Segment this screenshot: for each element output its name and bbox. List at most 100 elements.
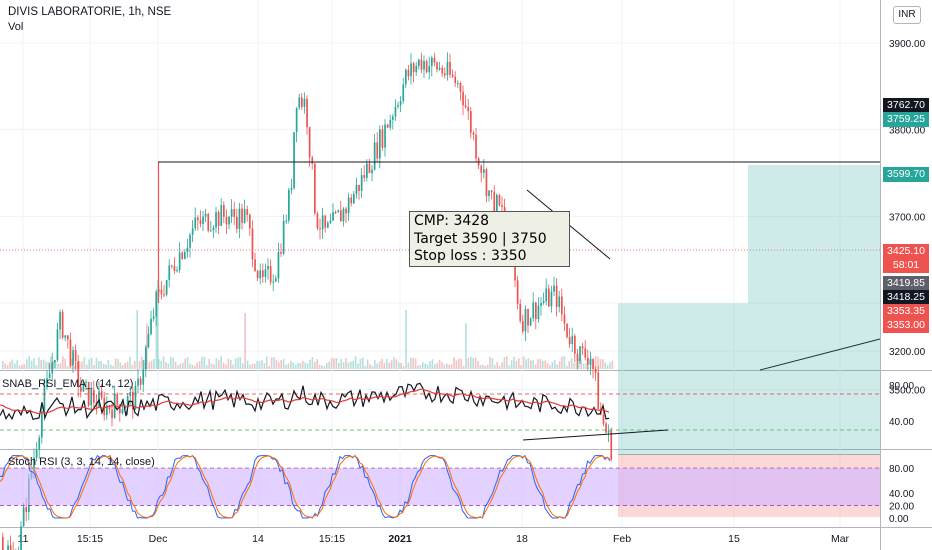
volume-bar bbox=[237, 357, 239, 369]
volume-bar bbox=[316, 359, 318, 369]
stoch-tick-label: 40.00 bbox=[889, 489, 914, 500]
time-tick-label: Dec bbox=[149, 533, 168, 545]
candle-body bbox=[407, 69, 410, 77]
rsi-trendline bbox=[522, 429, 669, 441]
volume-bar bbox=[510, 360, 513, 369]
volume-bar bbox=[263, 362, 266, 369]
candle-body bbox=[397, 105, 399, 107]
volume-bar bbox=[196, 362, 198, 369]
volume-bar bbox=[486, 364, 489, 369]
volume-bar bbox=[124, 362, 126, 369]
time-tick-label: 14 bbox=[252, 533, 264, 545]
candle-body bbox=[74, 350, 77, 362]
candle-body bbox=[264, 269, 267, 277]
candle-body bbox=[303, 98, 306, 107]
candle-body bbox=[119, 404, 121, 414]
volume-bar bbox=[405, 309, 407, 369]
candle-body bbox=[43, 387, 46, 412]
volume-bar bbox=[362, 357, 364, 369]
volume-bar bbox=[35, 365, 38, 369]
rsi-ema-indicator-label[interactable]: SNAB_RSI_EMA_ (14, 12) bbox=[2, 378, 134, 390]
volume-bar bbox=[609, 362, 611, 369]
volume-bar bbox=[297, 362, 299, 369]
candle-body bbox=[228, 216, 230, 225]
candle-body bbox=[238, 208, 241, 229]
volume-bar bbox=[304, 362, 306, 369]
volume-bar bbox=[359, 358, 362, 369]
volume-bar bbox=[311, 357, 314, 369]
volume-bar bbox=[345, 358, 347, 369]
volume-bar bbox=[50, 356, 52, 369]
volume-bar bbox=[131, 364, 134, 369]
candle-body bbox=[129, 391, 132, 397]
time-tick-label: Mar bbox=[831, 533, 850, 545]
volume-bar bbox=[294, 364, 297, 369]
candle-body bbox=[100, 391, 103, 398]
volume-bar bbox=[45, 361, 47, 369]
candle-body bbox=[610, 430, 613, 460]
currency-button[interactable]: INR bbox=[893, 6, 921, 24]
volume-bar bbox=[153, 358, 155, 369]
candle-body bbox=[46, 378, 48, 388]
volume-bar bbox=[278, 362, 280, 369]
candle-body bbox=[571, 335, 574, 345]
volume-bar bbox=[474, 357, 477, 369]
target-text: Target 3590 | 3750 bbox=[414, 230, 547, 247]
volume-bar bbox=[347, 362, 350, 369]
volume-bar bbox=[6, 365, 9, 369]
volume-bar bbox=[453, 357, 455, 369]
time-tick-label: 15:15 bbox=[77, 533, 103, 545]
candle-body bbox=[152, 316, 155, 319]
volume-bar bbox=[90, 357, 93, 369]
volume-bar bbox=[227, 358, 230, 369]
volume-bar bbox=[167, 363, 170, 369]
candle-body bbox=[587, 357, 589, 365]
candle-body bbox=[584, 348, 587, 358]
volume-bar bbox=[234, 358, 237, 369]
candle-body bbox=[602, 414, 605, 424]
candle-body bbox=[54, 360, 56, 363]
price-tick-label: 3700.00 bbox=[889, 212, 926, 223]
trade-note-annotation[interactable]: CMP: 3428 Target 3590 | 3750 Stop loss :… bbox=[409, 211, 570, 267]
candle-body bbox=[20, 526, 22, 550]
volume-bar bbox=[172, 357, 174, 369]
volume-bar bbox=[54, 361, 57, 369]
candle-body bbox=[446, 61, 449, 76]
volume-bar bbox=[42, 359, 45, 369]
stoch-rsi-indicator-label[interactable]: Stoch RSI (3, 3, 14, 14, close) bbox=[8, 456, 155, 468]
volume-bar bbox=[256, 361, 258, 369]
time-tick-label: 15:15 bbox=[319, 533, 345, 545]
volume-bar bbox=[417, 365, 419, 369]
volume-bar bbox=[11, 359, 14, 369]
volume-bar bbox=[494, 364, 496, 369]
candle-body bbox=[519, 303, 522, 322]
volume-bar bbox=[258, 361, 261, 369]
volume-bar bbox=[410, 357, 412, 369]
rsi-line bbox=[0, 382, 610, 421]
candle-body bbox=[56, 329, 59, 361]
volume-bar bbox=[208, 358, 210, 369]
candle-body bbox=[288, 189, 290, 221]
volume-bar bbox=[534, 364, 537, 369]
candle-body bbox=[324, 215, 327, 228]
volume-bar bbox=[611, 360, 614, 369]
volume-bar bbox=[165, 362, 167, 369]
volume-bar bbox=[326, 362, 328, 369]
volume-bar bbox=[213, 364, 215, 369]
volume-bar bbox=[38, 357, 40, 369]
volume-bar bbox=[201, 357, 203, 369]
candle-body bbox=[475, 134, 477, 159]
candle-body bbox=[116, 393, 119, 405]
volume-bar bbox=[573, 363, 575, 369]
volume-bar bbox=[527, 358, 530, 369]
volume-bar bbox=[484, 365, 486, 369]
volume-bar bbox=[364, 365, 366, 369]
volume-bar bbox=[318, 364, 321, 369]
candle-body bbox=[444, 73, 446, 76]
candle-body bbox=[93, 389, 95, 403]
volume-bar bbox=[280, 360, 282, 369]
volume-bar bbox=[33, 358, 35, 369]
volume-bar bbox=[467, 358, 470, 369]
candle-body bbox=[168, 265, 171, 281]
